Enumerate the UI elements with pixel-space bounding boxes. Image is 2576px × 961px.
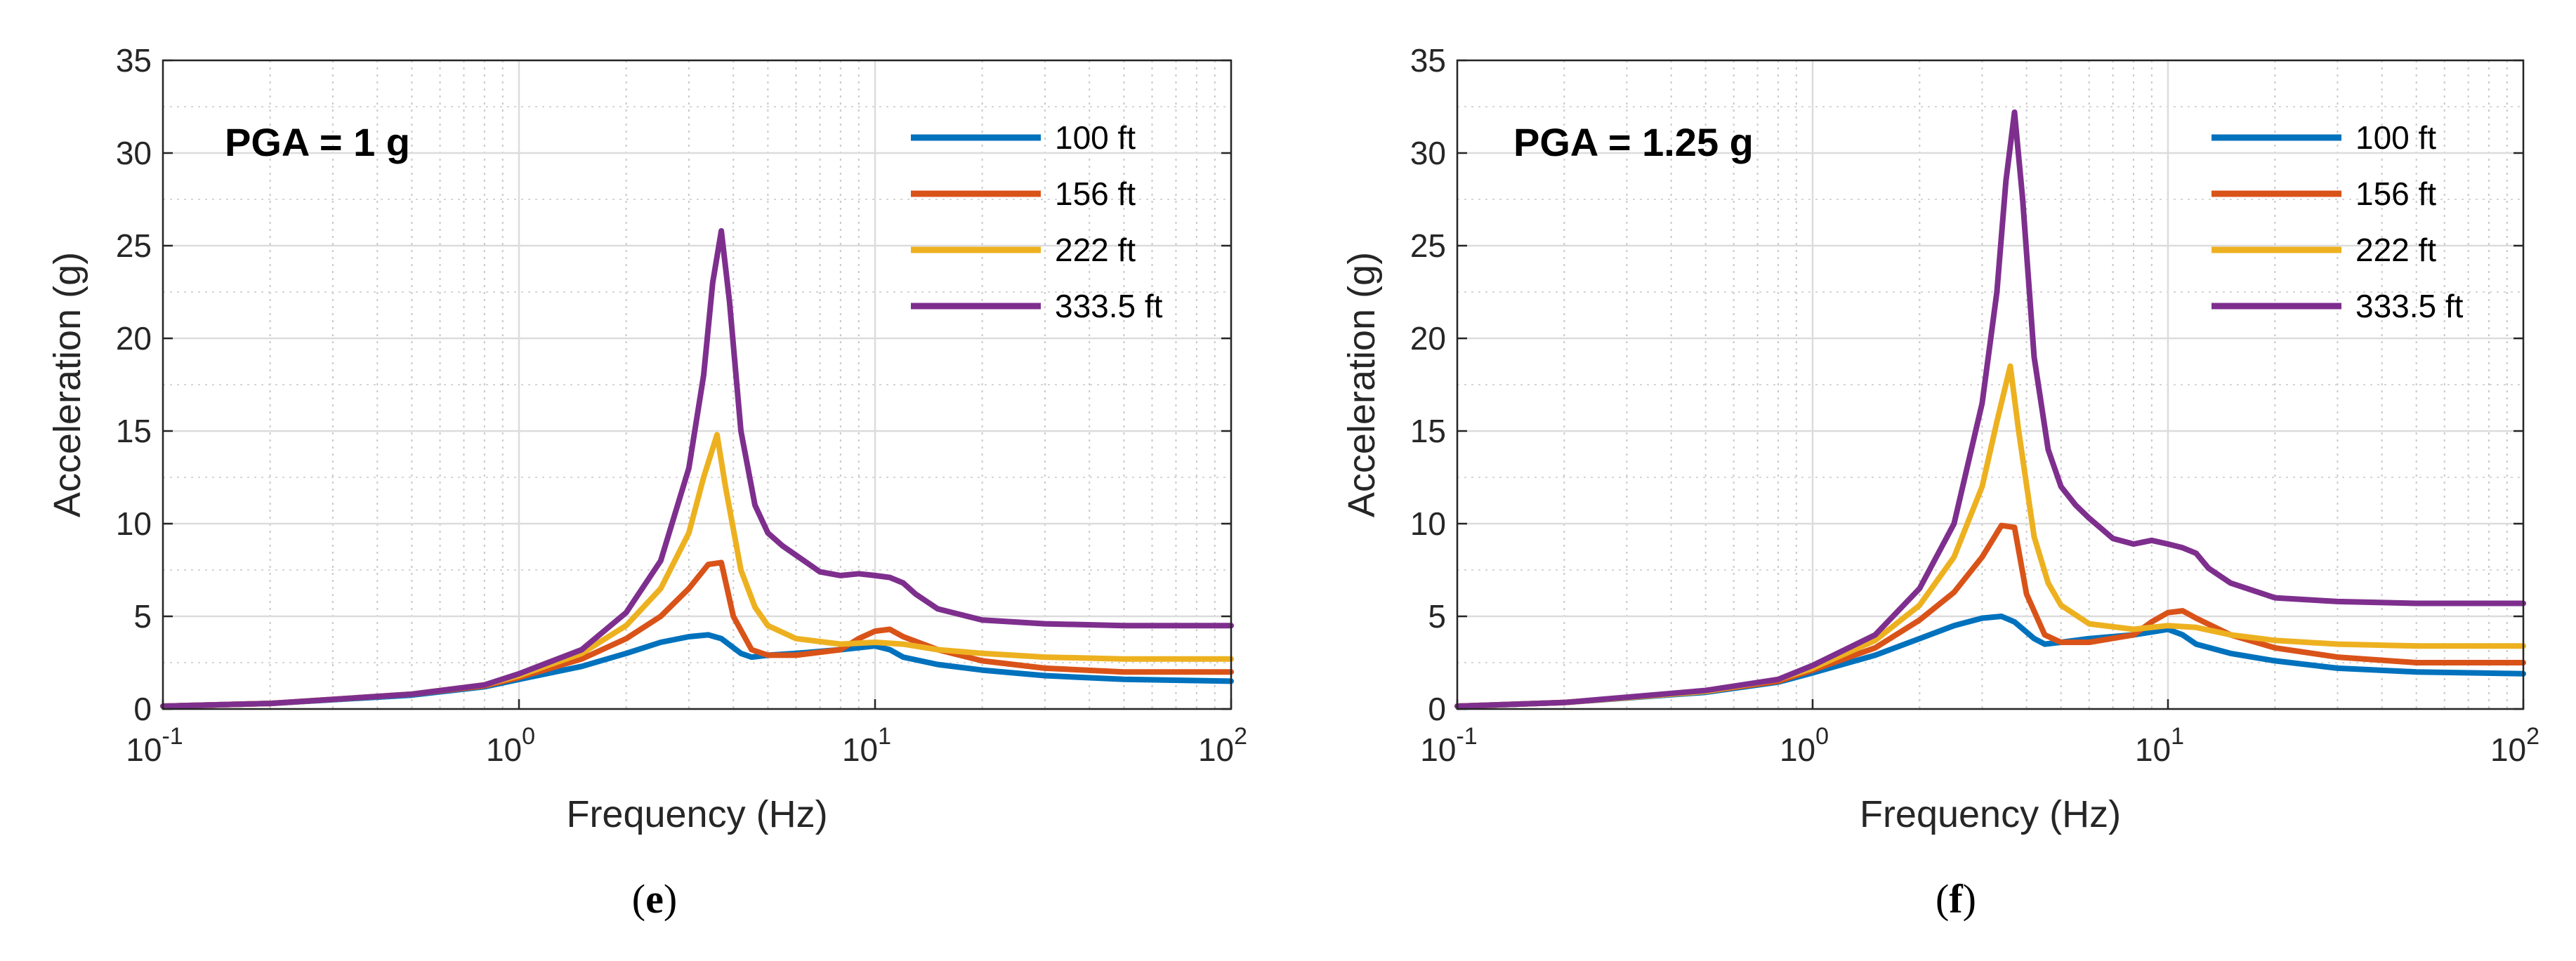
legend: 100 ft 156 ft 222 ft 333.5 ft: [2212, 119, 2464, 324]
legend-label: 333.5 ft: [2355, 288, 2464, 324]
x-tick-label: 100: [486, 723, 535, 768]
y-tick-label: 10: [1410, 505, 1446, 542]
x-axis-label: Frequency (Hz): [566, 793, 827, 835]
x-tick-label: 100: [1780, 723, 1829, 768]
axes-box: [162, 59, 1233, 710]
x-axis-label: Frequency (Hz): [1860, 793, 2121, 835]
legend-label: 100 ft: [2355, 119, 2436, 156]
y-tick-label: 30: [1410, 135, 1446, 171]
y-tick-label: 15: [1410, 413, 1446, 449]
chart-panel-e: 0 5 10 15 20 25 30 35 10-1 100 101 102 Frequency (Hz…: [46, 42, 1247, 922]
x-tick-label: 10-1: [126, 723, 183, 768]
legend-label: 222 ft: [2355, 232, 2436, 268]
y-tick-label: 35: [1410, 42, 1446, 79]
y-tick-label: 10: [116, 505, 152, 542]
y-tick-label: 15: [116, 413, 152, 449]
y-axis-label: Acceleration (g): [1341, 252, 1383, 517]
legend-label: 333.5 ft: [1055, 288, 1163, 324]
panel-label: (e): [632, 876, 677, 922]
series-line-333-5-ft: [1454, 109, 2526, 709]
x-tick-label: 10-1: [1420, 723, 1477, 768]
x-tick-label: 102: [2490, 723, 2539, 768]
x-tick-label: 101: [2135, 723, 2184, 768]
series-group: [160, 227, 1234, 709]
axes-box: [1456, 59, 2525, 710]
y-tick-label: 25: [116, 227, 152, 264]
pga-annotation: PGA = 1.25 g: [1513, 120, 1754, 164]
series-line-333-5-ft: [160, 227, 1234, 709]
legend: 100 ft 156 ft 222 ft 333.5 ft: [911, 119, 1163, 324]
y-tick-label: 0: [1428, 691, 1446, 727]
y-tick-label: 5: [133, 598, 152, 635]
legend-label: 156 ft: [1055, 175, 1136, 212]
y-tick-label: 0: [133, 691, 152, 727]
y-tick-label: 20: [116, 320, 152, 357]
series-group: [1454, 109, 2526, 709]
chart-panel-f: 0 5 10 15 20 25 30 35 10-1 100 101 102 Frequency (Hz…: [1341, 42, 2539, 922]
y-tick-label: 20: [1410, 320, 1446, 357]
x-tick-label: 102: [1198, 723, 1247, 768]
y-tick-label: 35: [116, 42, 152, 79]
y-axis-label: Acceleration (g): [46, 252, 88, 517]
legend-label: 100 ft: [1055, 119, 1136, 156]
legend-label: 156 ft: [2355, 175, 2436, 212]
x-tick-label: 101: [842, 723, 891, 768]
panel-label: (f): [1936, 876, 1976, 922]
legend-label: 222 ft: [1055, 232, 1136, 268]
y-tick-label: 25: [1410, 227, 1446, 264]
y-tick-label: 5: [1428, 598, 1446, 635]
y-tick-label: 30: [116, 135, 152, 171]
pga-annotation: PGA = 1 g: [225, 120, 410, 164]
